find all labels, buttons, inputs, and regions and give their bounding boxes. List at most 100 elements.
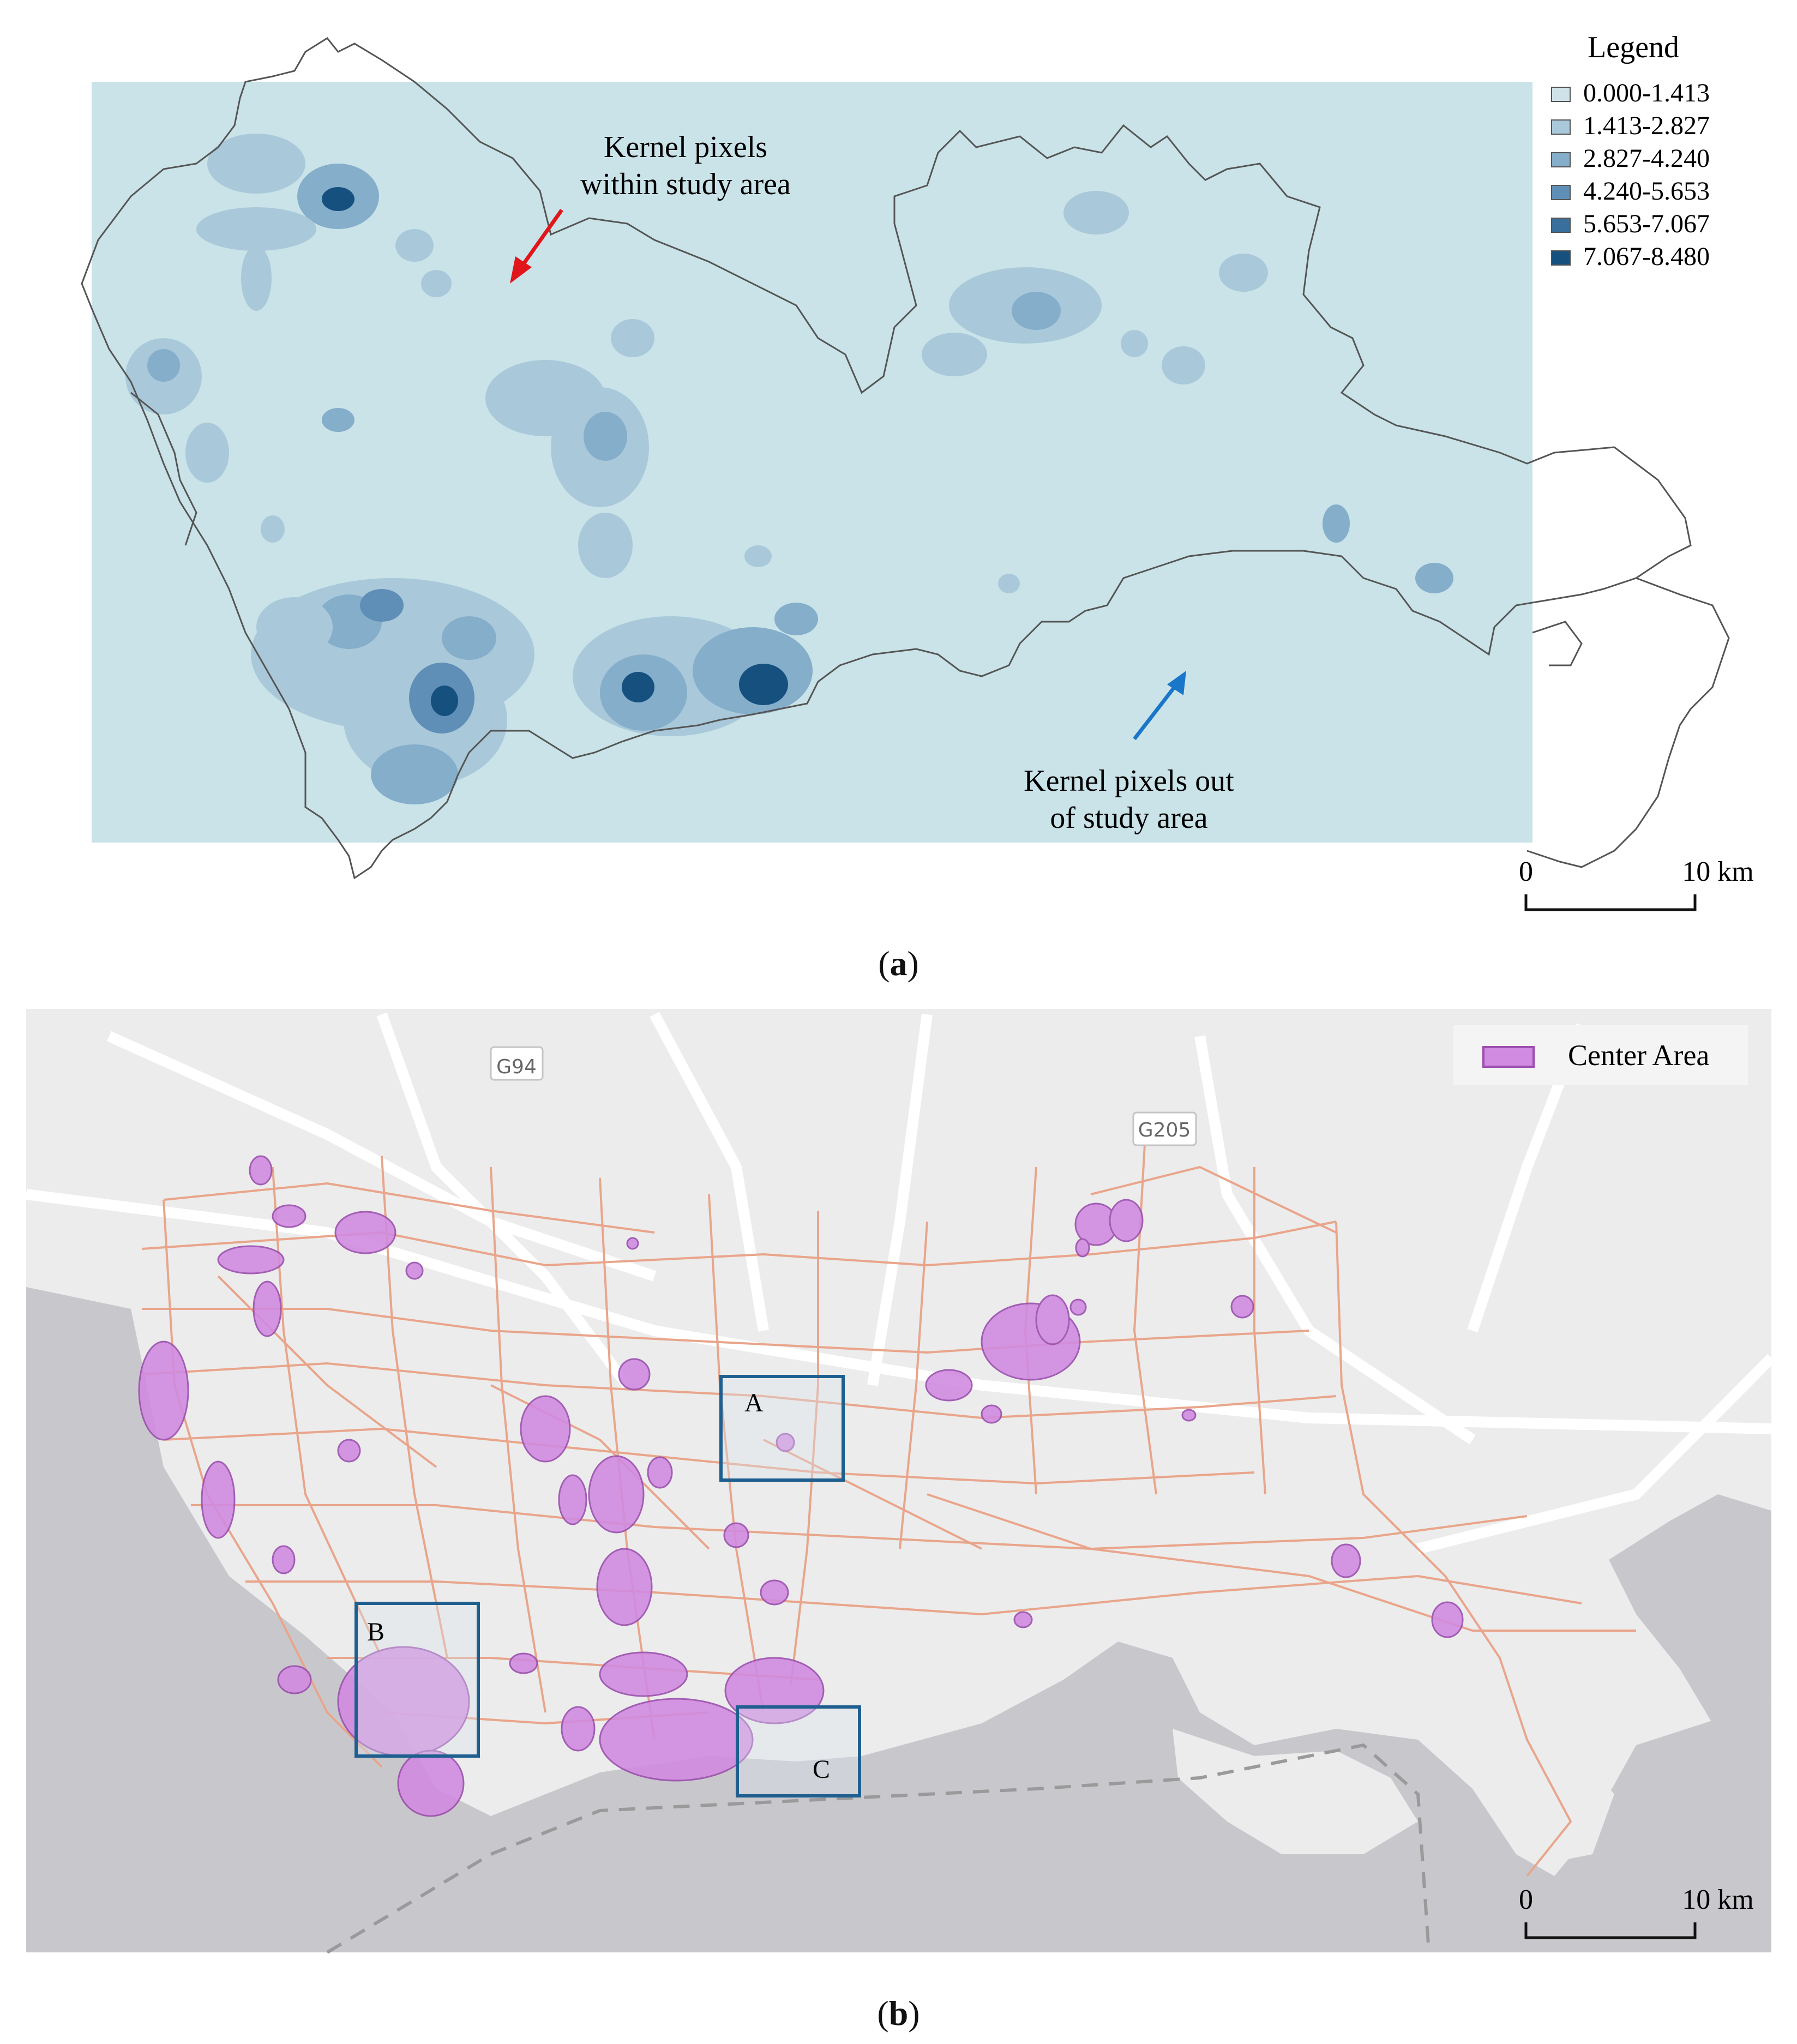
density-cluster xyxy=(261,515,285,543)
center-area xyxy=(397,1750,465,1817)
scale-label-end: 10 km xyxy=(1682,1884,1753,1915)
legend-swatch xyxy=(1551,250,1571,266)
center-area xyxy=(520,1395,571,1463)
density-cluster xyxy=(256,597,333,657)
density-cluster xyxy=(744,545,772,567)
legend-swatch xyxy=(1551,185,1571,200)
kernel-density-map: Kernel pixels within study area Kernel p… xyxy=(81,31,1754,911)
density-cluster xyxy=(360,589,404,622)
center-area xyxy=(217,1245,285,1275)
density-cluster xyxy=(1012,292,1061,330)
zoom-box-label-c: C xyxy=(813,1755,830,1784)
density-cluster xyxy=(322,408,354,432)
legend: Legend 0.000-1.413 1.413-2.827 2.827-4.240… xyxy=(1551,31,1710,271)
center-area xyxy=(201,1460,236,1539)
sea-area xyxy=(1609,1494,1771,1723)
highway-label-g205: G205 xyxy=(1138,1119,1191,1141)
legend-swatch xyxy=(1551,152,1571,167)
study-area-boundary xyxy=(130,392,197,546)
density-cluster xyxy=(1323,504,1350,543)
study-area-boundary xyxy=(1526,577,1730,868)
density-cluster xyxy=(431,686,458,716)
center-area xyxy=(1035,1294,1070,1345)
maritime-boundary xyxy=(326,1743,1431,1954)
center-area xyxy=(138,1340,189,1441)
highway-label-g94: G94 xyxy=(496,1056,537,1078)
legend-swatch-center-area xyxy=(1482,1046,1535,1068)
scale-label-end: 10 km xyxy=(1682,856,1753,887)
density-cluster xyxy=(622,672,654,702)
legend-label: 1.413-2.827 xyxy=(1583,111,1710,140)
density-cluster xyxy=(998,574,1020,593)
density-cluster xyxy=(185,423,229,483)
density-cluster xyxy=(147,349,180,382)
panel-b-center-area-map: G94 G205 xyxy=(0,1003,1797,2033)
zoom-box-b xyxy=(354,1602,480,1758)
caption-a: (a) xyxy=(878,944,919,983)
legend-label: 7.067-8.480 xyxy=(1583,242,1710,271)
annotation-out-line-2: of study area xyxy=(1050,801,1207,835)
density-cluster xyxy=(322,187,354,211)
density-cluster xyxy=(739,664,788,705)
center-area xyxy=(1075,1238,1090,1258)
highway-shield-g94 xyxy=(490,1046,544,1081)
center-area xyxy=(1230,1295,1254,1319)
legend-swatch xyxy=(1551,119,1571,135)
scale-bar: 0 10 km xyxy=(1519,1884,1754,1939)
zoom-boxes xyxy=(354,1375,861,1797)
legend-swatch xyxy=(1551,218,1571,233)
legend-label: 2.827-4.240 xyxy=(1583,144,1710,173)
density-cluster xyxy=(196,207,316,251)
legend-swatch xyxy=(1551,87,1571,102)
study-area-boundary xyxy=(81,37,1692,880)
density-cluster xyxy=(578,513,633,578)
center-area xyxy=(1069,1298,1087,1316)
center-area xyxy=(1109,1199,1144,1242)
density-cluster xyxy=(1121,330,1148,357)
annotation-out-line-1: Kernel pixels out xyxy=(1024,764,1234,798)
center-area xyxy=(925,1369,973,1402)
density-cluster xyxy=(207,134,305,194)
center-area xyxy=(626,1237,639,1250)
center-area xyxy=(618,1358,651,1391)
center-area xyxy=(588,1455,645,1534)
scale-bar: 0 10 km xyxy=(1519,856,1754,911)
arrow-out-head xyxy=(1167,671,1186,695)
zoom-box-label-b: B xyxy=(367,1618,384,1646)
center-area xyxy=(599,1651,688,1697)
legend-label: 4.240-5.653 xyxy=(1583,177,1710,206)
density-cluster xyxy=(611,319,654,357)
density-cluster xyxy=(922,333,987,376)
arrow-out-of-study-area xyxy=(1133,677,1182,741)
study-area-boundary xyxy=(1532,621,1583,666)
center-area xyxy=(776,1433,795,1452)
density-cluster xyxy=(1219,254,1268,292)
density-cluster xyxy=(584,412,627,461)
legend-title: Legend xyxy=(1588,31,1679,64)
center-area xyxy=(253,1280,282,1337)
zoom-box-label-a: A xyxy=(744,1388,764,1417)
annotation-within-line-1: Kernel pixels xyxy=(604,130,767,164)
caption-a-letter: a xyxy=(890,944,907,983)
center-area xyxy=(596,1548,653,1626)
center-area xyxy=(558,1474,587,1525)
legend: Center Area xyxy=(1453,1025,1748,1085)
center-area-map: G94 G205 xyxy=(25,1009,1776,1954)
density-cluster xyxy=(421,270,452,297)
density-cluster xyxy=(241,245,272,311)
scale-line xyxy=(1524,1922,1697,1939)
center-area xyxy=(561,1706,596,1752)
density-cluster xyxy=(1415,563,1453,593)
panel-a-kernel-density-map: Kernel pixels within study area Kernel p… xyxy=(0,0,1797,983)
center-area xyxy=(272,1204,306,1228)
arrow-within-head xyxy=(510,256,532,284)
center-area xyxy=(647,1456,673,1489)
caption-b: (b) xyxy=(877,1994,920,2033)
density-cluster xyxy=(1162,346,1205,384)
center-area xyxy=(1431,1601,1464,1638)
center-area xyxy=(272,1545,296,1574)
center-area xyxy=(277,1665,312,1694)
center-area xyxy=(1181,1409,1197,1422)
center-area xyxy=(405,1261,424,1280)
density-cluster xyxy=(442,616,496,660)
